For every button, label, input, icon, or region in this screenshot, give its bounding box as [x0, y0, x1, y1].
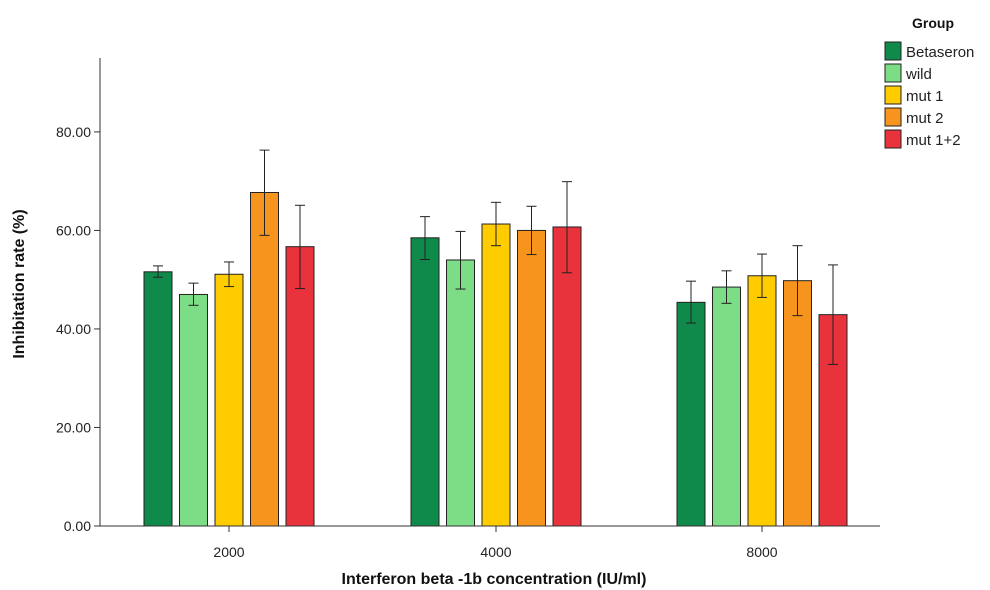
axes-layer [99, 58, 880, 527]
legend-swatch [884, 107, 902, 127]
bar [712, 286, 741, 527]
bar [410, 237, 440, 527]
bar [676, 301, 706, 527]
x-tick-label: 2000 [213, 544, 244, 560]
bar [517, 229, 546, 527]
y-tick-label: 20.00 [56, 419, 91, 435]
x-tick-label: 4000 [480, 544, 511, 560]
x-axis-title: Interferon beta -1b concentration (IU/ml… [342, 571, 647, 588]
legend-entry: mut 2 [906, 110, 944, 127]
bar [552, 226, 582, 527]
y-ticks: 0.00 20.00 40.00 60.00 80.00 [56, 124, 100, 534]
bar [143, 271, 173, 527]
bar [179, 293, 208, 527]
x-tick-label: 8000 [746, 544, 777, 560]
legend-entry: wild [905, 66, 932, 83]
y-tick-label: 60.00 [56, 222, 91, 238]
bar [747, 275, 777, 527]
legend-swatch [884, 129, 902, 149]
legend-swatch [884, 41, 902, 61]
legend-entry: mut 1+2 [906, 132, 961, 149]
y-tick-label: 0.00 [64, 518, 91, 534]
bar [285, 246, 315, 527]
bars-layer [143, 149, 848, 527]
bar [250, 191, 279, 527]
bar [446, 259, 475, 527]
legend-title: Group [912, 15, 954, 31]
legend: Group Betaseron wild mut 1 mut 2 mut 1+2 [884, 15, 974, 149]
x-ticks: 2000 4000 8000 [213, 526, 778, 560]
bar [214, 273, 244, 527]
bar [783, 280, 812, 527]
bar [481, 223, 511, 527]
legend-swatch [884, 63, 902, 83]
y-axis-title: Inhibitation rate (%) [11, 209, 28, 358]
legend-swatch [884, 85, 902, 105]
y-tick-label: 80.00 [56, 124, 91, 140]
legend-entry: Betaseron [906, 44, 974, 61]
legend-entry: mut 1 [906, 88, 944, 105]
y-tick-label: 40.00 [56, 321, 91, 337]
